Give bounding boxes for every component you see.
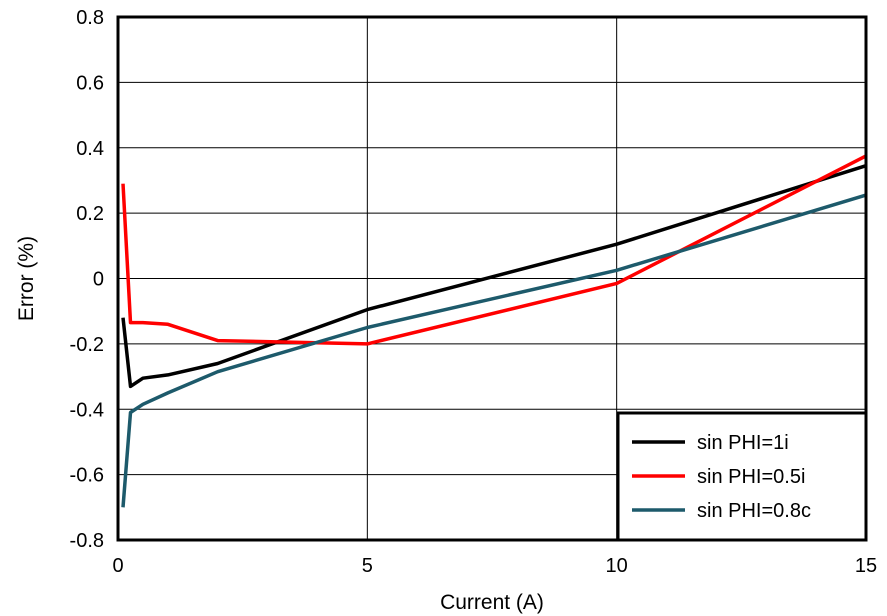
x-tick-label: 0 [112, 555, 123, 577]
x-tick-label: 10 [606, 555, 628, 577]
series-lines [121, 154, 867, 508]
legend: sin PHI=1i sin PHI=0.5i sin PHI=0.8c [616, 411, 868, 542]
y-tick-label: 0.2 [76, 203, 104, 225]
series-line-3 [121, 193, 867, 508]
y-tick-label: 0 [93, 269, 104, 291]
plot-frame [116, 15, 868, 542]
legend-entries: sin PHI=1i sin PHI=0.5i sin PHI=0.8c [632, 432, 811, 522]
y-tick-label: 0.6 [76, 72, 104, 94]
x-axis-label: Current (A) [440, 591, 544, 614]
y-tick-labels: -0.8 -0.6 -0.4 -0.2 0 0.2 0.4 0.6 0.8 [70, 7, 104, 552]
series-line-2 [121, 154, 867, 346]
y-tick-label: 0.8 [76, 7, 104, 29]
y-tick-label: -0.8 [70, 530, 104, 552]
y-tick-label: -0.2 [70, 334, 104, 356]
x-tick-label: 15 [855, 555, 877, 577]
legend-label: sin PHI=1i [697, 432, 789, 454]
series-line-1 [121, 164, 867, 389]
y-axis-label: Error (%) [15, 236, 38, 321]
x-tick-label: 5 [362, 555, 373, 577]
legend-label: sin PHI=0.8c [697, 500, 811, 522]
y-tick-label: 0.4 [76, 138, 104, 160]
legend-label: sin PHI=0.5i [697, 466, 805, 488]
y-tick-label: -0.4 [70, 399, 104, 421]
x-tick-labels: 0 5 10 15 [112, 555, 877, 577]
y-tick-label: -0.6 [70, 465, 104, 487]
